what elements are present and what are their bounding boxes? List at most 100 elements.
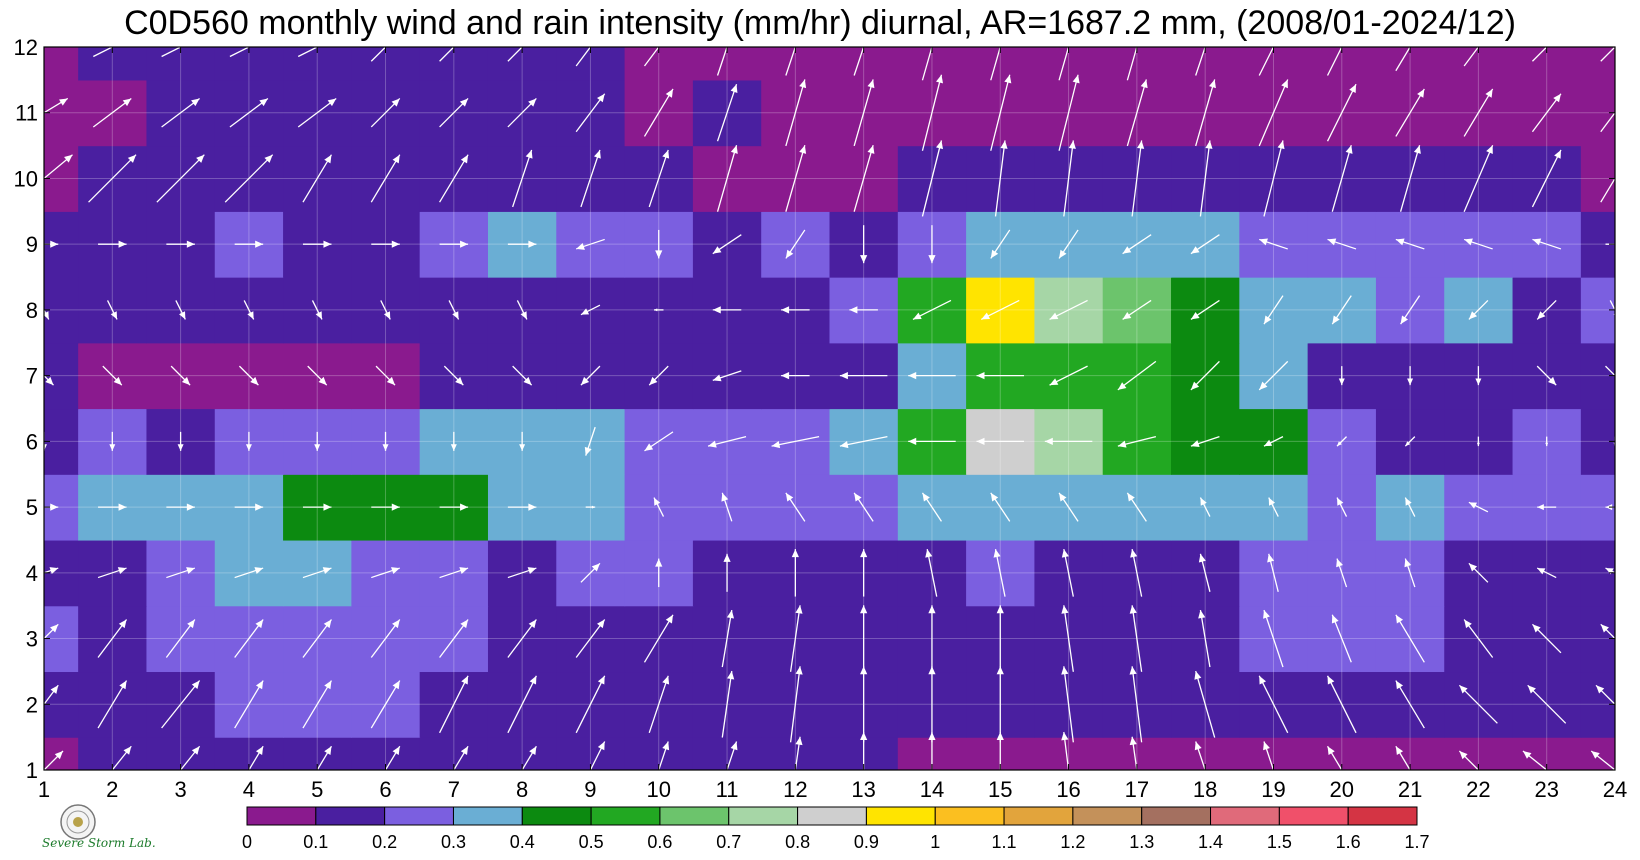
wind-arrow [1061, 666, 1074, 743]
wind-arrow [1536, 299, 1557, 320]
wind-arrow [1129, 666, 1143, 743]
wind-arrow [575, 93, 606, 133]
wind-arrow [438, 675, 469, 734]
wind-arrow [507, 675, 537, 734]
wind-arrow [297, 47, 319, 58]
wind-arrow [839, 372, 888, 380]
y-tick-label: 7 [26, 364, 38, 389]
colorbar-swatch [590, 806, 661, 826]
x-tick-label: 17 [1125, 777, 1149, 802]
wind-arrow [643, 47, 660, 67]
colorbar-tick-label: 0.4 [510, 832, 535, 852]
wind-arrow [653, 497, 665, 517]
wind-arrow [44, 503, 59, 511]
wind-arrow [1522, 750, 1548, 770]
wind-arrow [1600, 47, 1615, 62]
wind-arrow [1190, 234, 1220, 255]
x-tick-label: 18 [1193, 777, 1217, 802]
lab-logo [60, 804, 96, 840]
wind-arrow [860, 605, 868, 672]
wind-arrow [1531, 93, 1562, 133]
x-tick-label: 3 [174, 777, 186, 802]
wind-arrow [1338, 366, 1345, 386]
wind-arrow [97, 619, 128, 658]
wind-arrow [1605, 567, 1615, 575]
x-tick-label: 10 [646, 777, 670, 802]
wind-arrow [106, 300, 118, 320]
wind-arrow [1463, 47, 1480, 67]
wind-arrow [726, 741, 738, 770]
wind-arrow [297, 97, 337, 128]
wind-arrow [1468, 501, 1489, 513]
wind-arrow [1061, 731, 1070, 770]
wind-arrow [1327, 238, 1357, 250]
wind-arrow [1259, 238, 1288, 250]
wind-arrow [307, 365, 328, 386]
wind-arrow [996, 605, 1004, 672]
wind-arrow [93, 47, 114, 58]
x-tick-label: 7 [448, 777, 460, 802]
wind-arrow [1531, 149, 1562, 208]
wind-arrow [1336, 497, 1348, 517]
wind-arrow [234, 680, 264, 729]
wind-arrow [179, 745, 201, 770]
wind-arrow [1468, 299, 1489, 320]
wind-arrow [912, 299, 952, 320]
wind-arrow [1199, 140, 1213, 217]
x-tick-label: 2 [106, 777, 118, 802]
wind-arrow [721, 609, 735, 668]
wind-arrow [781, 306, 810, 314]
x-tick-label: 19 [1261, 777, 1285, 802]
wind-arrow [1058, 229, 1079, 259]
wind-vectors [44, 47, 1615, 770]
wind-arrow [1336, 436, 1347, 447]
wind-arrow [521, 745, 537, 770]
colorbar: 0 0.1 0.2 0.3 0.4 0.5 0.6 0.7 0.8 0.9 1 1.1 1.2 1.3 1.… [242, 806, 1430, 852]
colorbar-swatch [1347, 806, 1418, 826]
wind-arrow [1129, 605, 1143, 672]
wind-arrow [580, 365, 601, 386]
wind-arrow [44, 308, 50, 320]
wind-arrow [1600, 111, 1615, 133]
x-tick-label: 16 [1056, 777, 1080, 802]
lab-logo-caption: Severe Storm Lab. [42, 836, 156, 850]
wind-arrow [44, 240, 59, 248]
wind-arrow [785, 79, 807, 147]
wind-arrow [302, 619, 332, 658]
wind-arrow [1463, 238, 1493, 250]
x-tick-label: 12 [783, 777, 807, 802]
wind-arrow [712, 306, 742, 314]
wind-arrow [1122, 299, 1152, 320]
wind-arrow [785, 229, 806, 259]
wind-arrow [1404, 436, 1416, 447]
y-tick-label: 5 [26, 495, 38, 520]
wind-arrow [439, 240, 469, 248]
wind-arrow [723, 553, 731, 592]
x-tick-label: 24 [1603, 777, 1627, 802]
wind-arrow [1117, 360, 1157, 391]
wind-arrow [1395, 680, 1425, 729]
wind-arrow [1600, 177, 1615, 203]
wind-arrow [243, 300, 255, 320]
wind-arrow [245, 431, 252, 451]
wind-arrow [314, 431, 321, 451]
wind-arrow [976, 372, 1025, 380]
wind-arrow [712, 370, 742, 382]
wind-arrow [993, 548, 1006, 597]
wind-arrow [1336, 558, 1348, 588]
wind-arrow [229, 97, 269, 128]
colorbar-tick-label: 0.2 [372, 832, 397, 852]
wind-arrow [88, 154, 137, 203]
wind-arrow [648, 149, 670, 208]
wind-arrow [794, 736, 803, 770]
wind-arrow [1263, 295, 1284, 325]
wind-arrow [161, 680, 201, 729]
wind-arrow [785, 492, 806, 522]
wind-arrow [643, 614, 674, 663]
wind-arrow [507, 567, 537, 579]
x-tick-label: 11 [716, 777, 739, 802]
wind-arrow [1331, 295, 1352, 325]
wind-arrow [1263, 609, 1284, 668]
wind-arrow [928, 605, 936, 672]
wind-arrow [248, 745, 264, 770]
